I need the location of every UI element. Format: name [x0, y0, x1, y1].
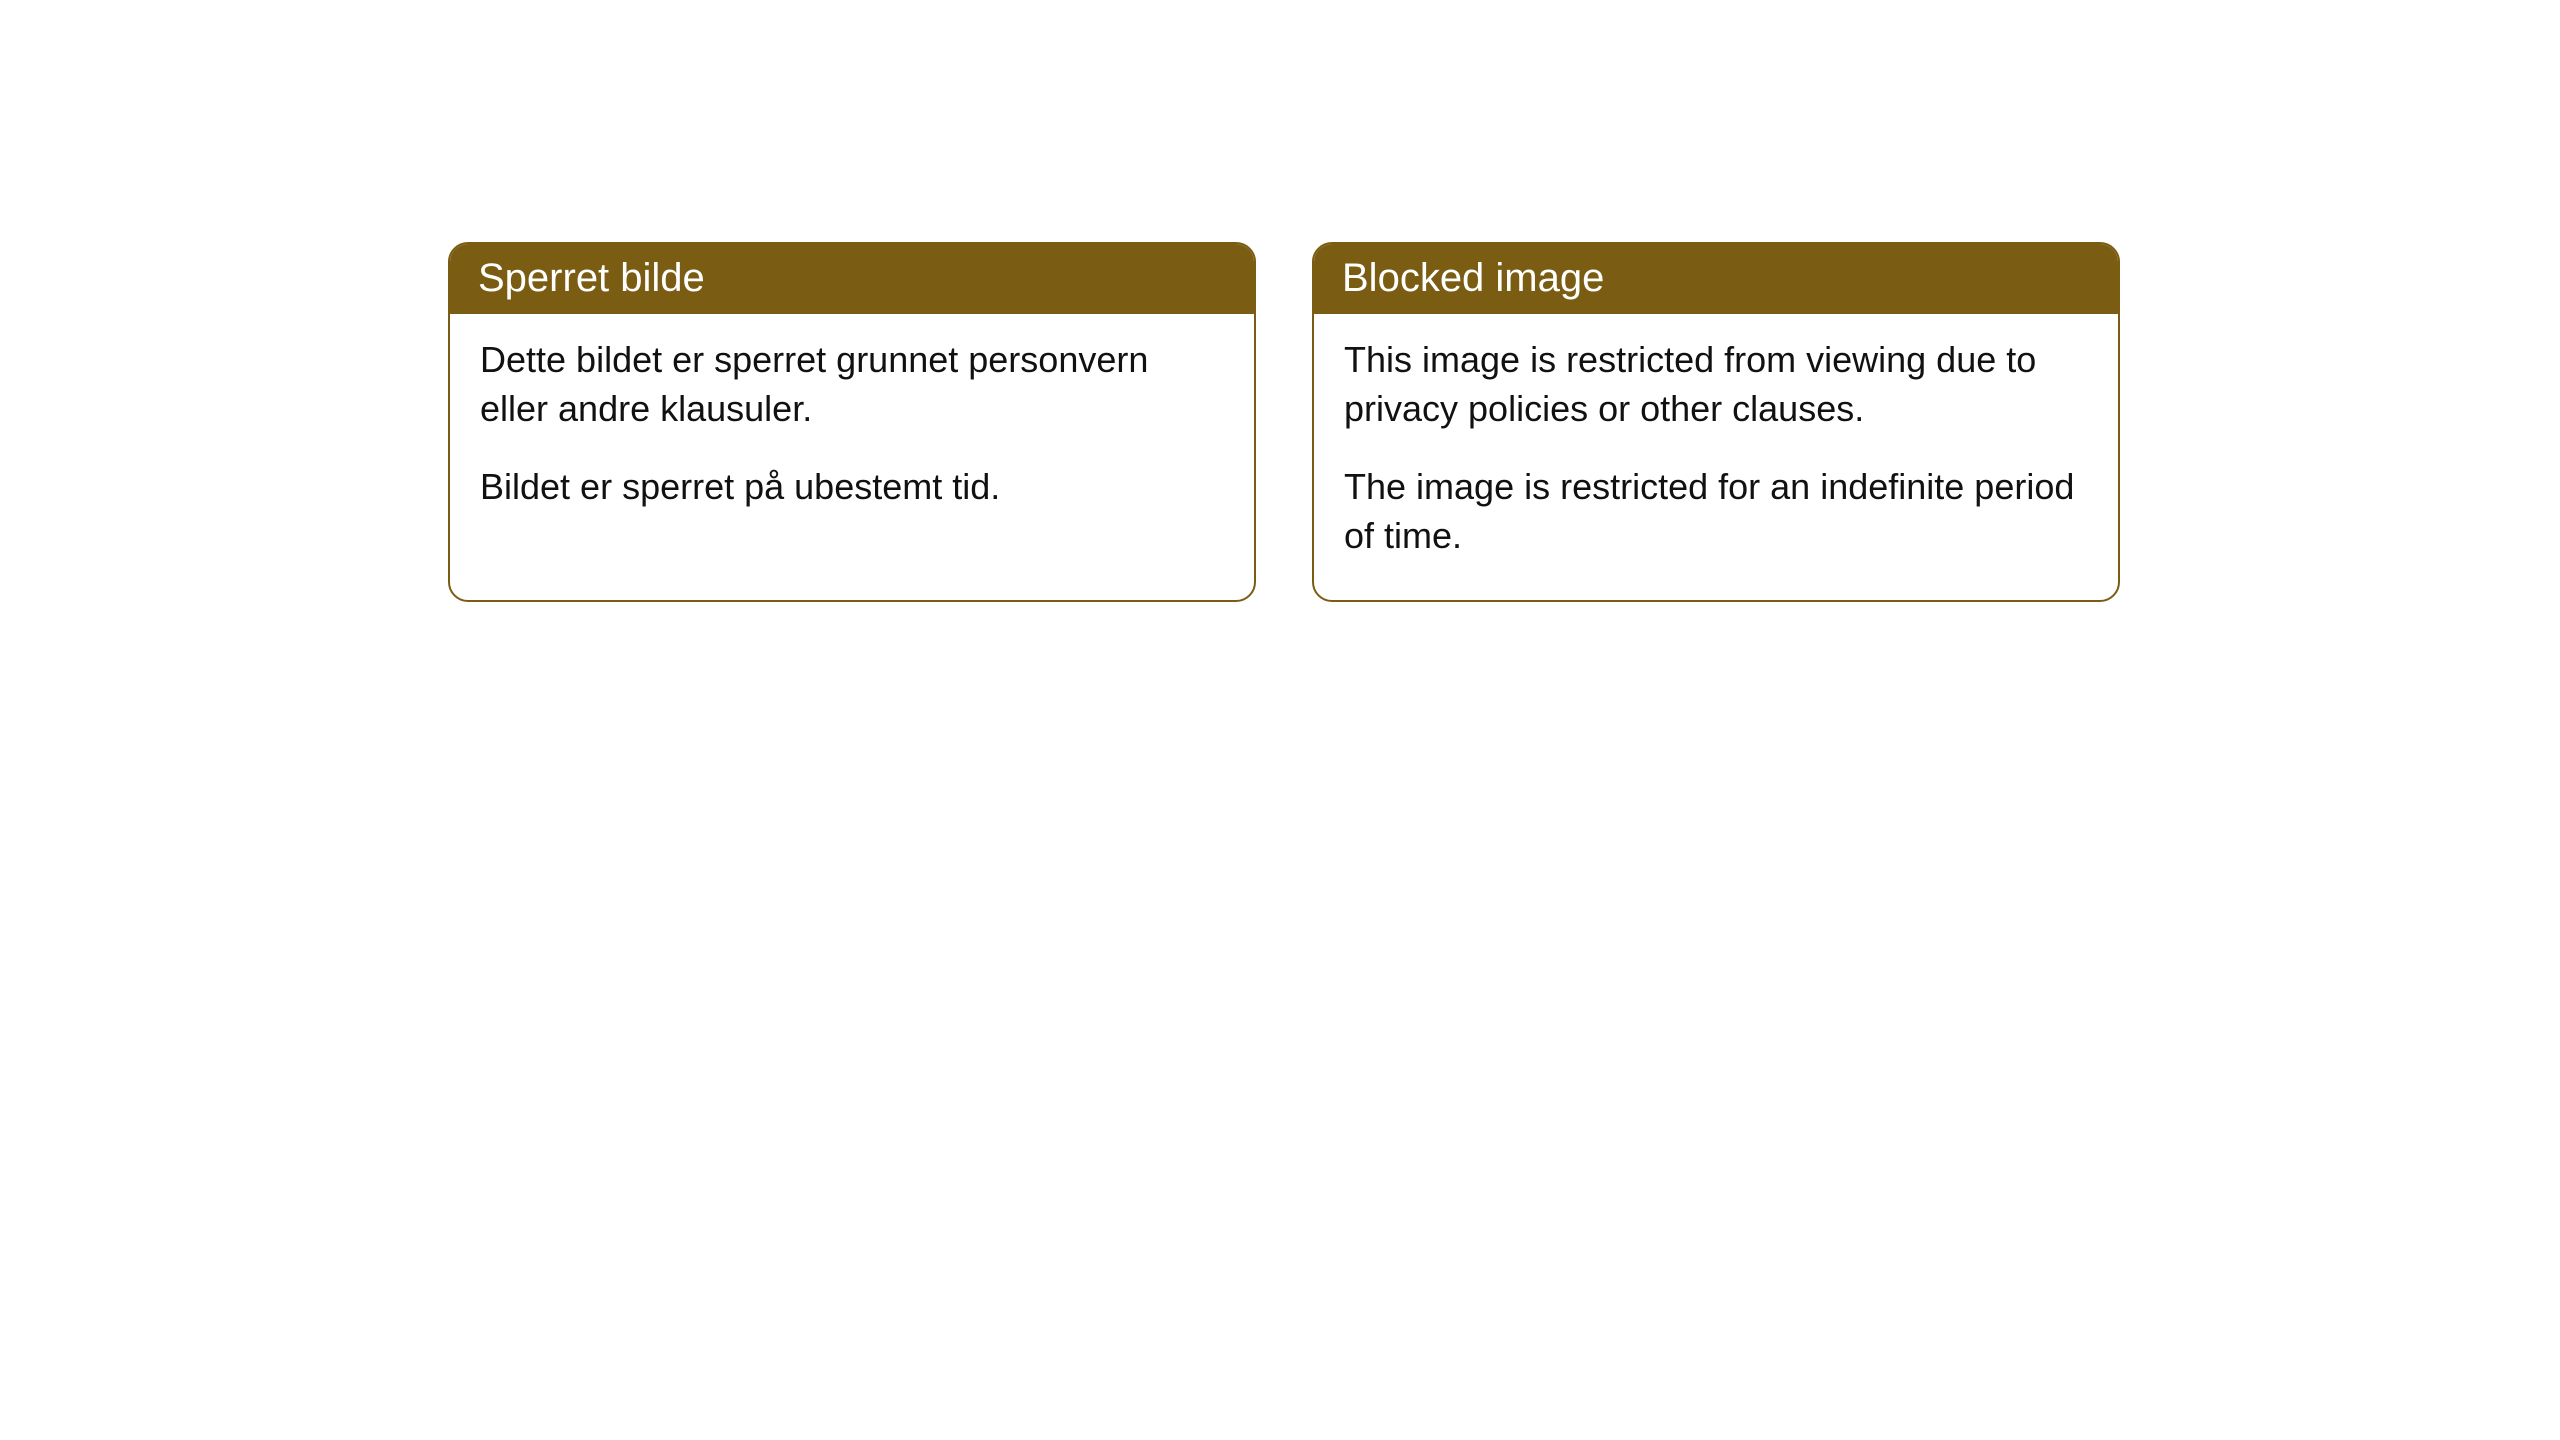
notice-card-english: Blocked image This image is restricted f…	[1312, 242, 2120, 602]
card-body: Dette bildet er sperret grunnet personve…	[450, 314, 1254, 552]
card-header: Blocked image	[1314, 244, 2118, 314]
card-paragraph: This image is restricted from viewing du…	[1344, 336, 2088, 433]
card-header: Sperret bilde	[450, 244, 1254, 314]
card-paragraph: Bildet er sperret på ubestemt tid.	[480, 463, 1224, 512]
card-paragraph: Dette bildet er sperret grunnet personve…	[480, 336, 1224, 433]
card-paragraph: The image is restricted for an indefinit…	[1344, 463, 2088, 560]
notice-cards-container: Sperret bilde Dette bildet er sperret gr…	[448, 242, 2120, 602]
card-body: This image is restricted from viewing du…	[1314, 314, 2118, 600]
notice-card-norwegian: Sperret bilde Dette bildet er sperret gr…	[448, 242, 1256, 602]
